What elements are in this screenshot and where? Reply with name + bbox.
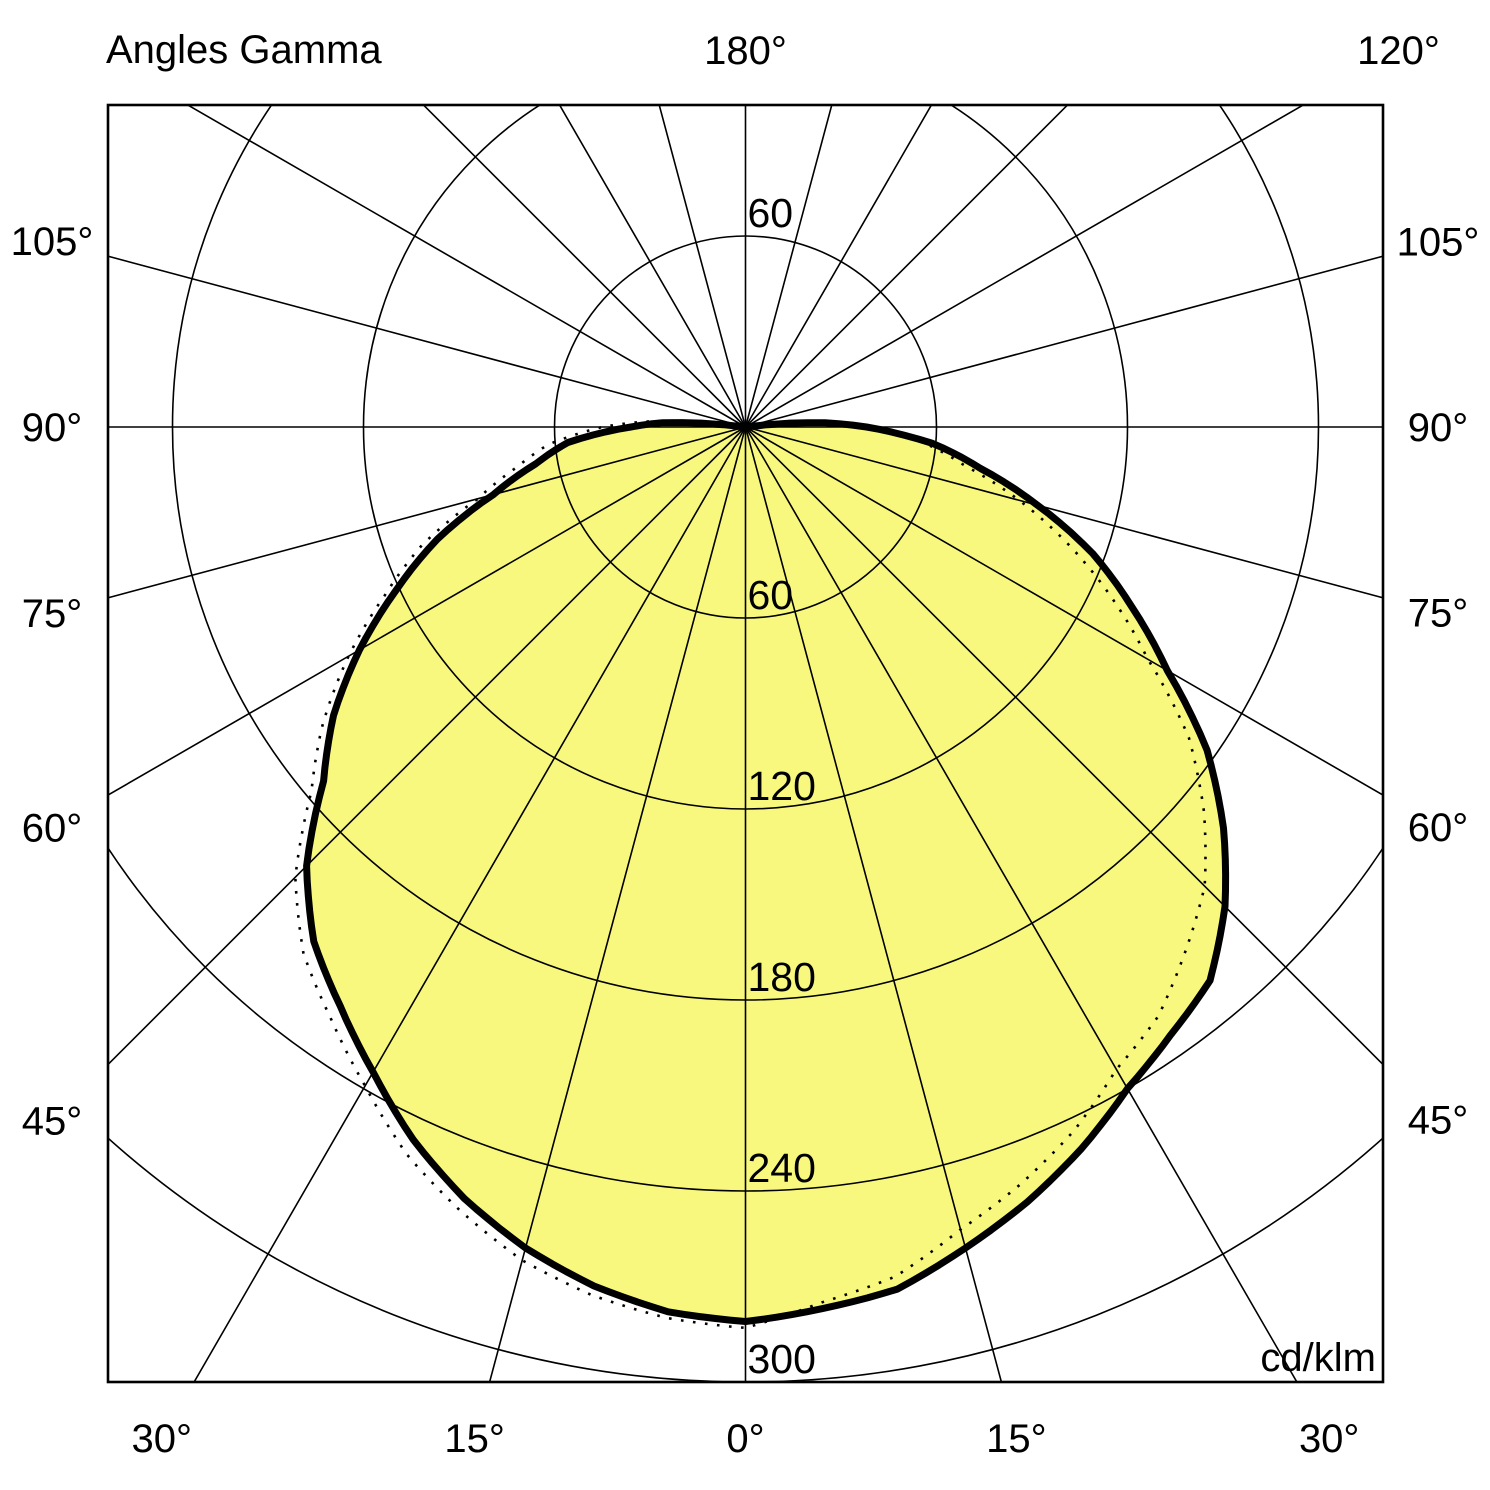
gamma-ray-line bbox=[108, 426, 746, 599]
gamma-label-right: 90° bbox=[1408, 406, 1469, 450]
gamma-ray-line bbox=[108, 426, 747, 1066]
radial-tick-label: 120 bbox=[748, 763, 816, 809]
gamma-ray-line bbox=[658, 105, 747, 428]
gamma-label-bottom: 30° bbox=[1299, 1417, 1360, 1461]
gamma-ray-line bbox=[745, 105, 1305, 428]
radial-tick-label: 60 bbox=[748, 572, 794, 618]
gamma-ray-line bbox=[186, 105, 746, 428]
gamma-label-right: 105° bbox=[1397, 220, 1480, 264]
gamma-ray-line bbox=[745, 255, 1383, 428]
gamma-label-left: 90° bbox=[22, 406, 83, 450]
gamma-ray-line bbox=[108, 255, 746, 428]
gamma-label-bottom: 0° bbox=[726, 1417, 764, 1461]
chart-title: Angles Gamma bbox=[106, 28, 382, 72]
gamma-label-bottom: 15° bbox=[986, 1417, 1047, 1461]
gamma-label-left: 75° bbox=[22, 592, 83, 636]
gamma-label-top: 180° bbox=[704, 29, 787, 73]
gamma-ray-line bbox=[744, 426, 1298, 1382]
gamma-ray-line bbox=[744, 426, 1003, 1382]
gamma-ray-line bbox=[422, 105, 747, 428]
gamma-ray-line bbox=[745, 426, 1383, 599]
intensity-fill bbox=[306, 422, 1226, 1322]
plot-frame bbox=[106, 103, 1385, 1384]
intensity-curve-solid bbox=[303, 419, 1230, 1325]
gamma-label-left: 105° bbox=[11, 220, 94, 264]
radial-tick-label: 240 bbox=[748, 1145, 816, 1191]
gamma-ray-line bbox=[488, 426, 747, 1382]
gamma-label-top: 120° bbox=[1357, 29, 1440, 73]
gamma-label-left: 60° bbox=[22, 806, 83, 850]
gamma-ray-line bbox=[558, 105, 747, 428]
gamma-label-right: 45° bbox=[1408, 1099, 1469, 1143]
gamma-ray-line bbox=[744, 105, 833, 428]
gamma-ray-line bbox=[745, 426, 1383, 796]
gamma-label-bottom: 15° bbox=[444, 1417, 505, 1461]
gamma-ray-line bbox=[744, 105, 1069, 428]
gamma-label-right: 60° bbox=[1408, 806, 1469, 850]
radial-tick-label: 300 bbox=[748, 1336, 816, 1382]
gamma-ray-line bbox=[744, 105, 933, 428]
unit-label: cd/klm bbox=[1260, 1336, 1376, 1380]
gamma-label-right: 75° bbox=[1408, 592, 1469, 636]
gamma-ray-line bbox=[108, 426, 746, 796]
radial-tick-label: 180 bbox=[748, 954, 816, 1000]
radial-tick-label-upper: 60 bbox=[748, 190, 794, 236]
gamma-ray-line bbox=[744, 426, 1383, 1066]
gamma-ray-line bbox=[193, 426, 747, 1382]
gamma-label-bottom: 30° bbox=[132, 1417, 193, 1461]
gamma-label-left: 45° bbox=[22, 1100, 83, 1144]
